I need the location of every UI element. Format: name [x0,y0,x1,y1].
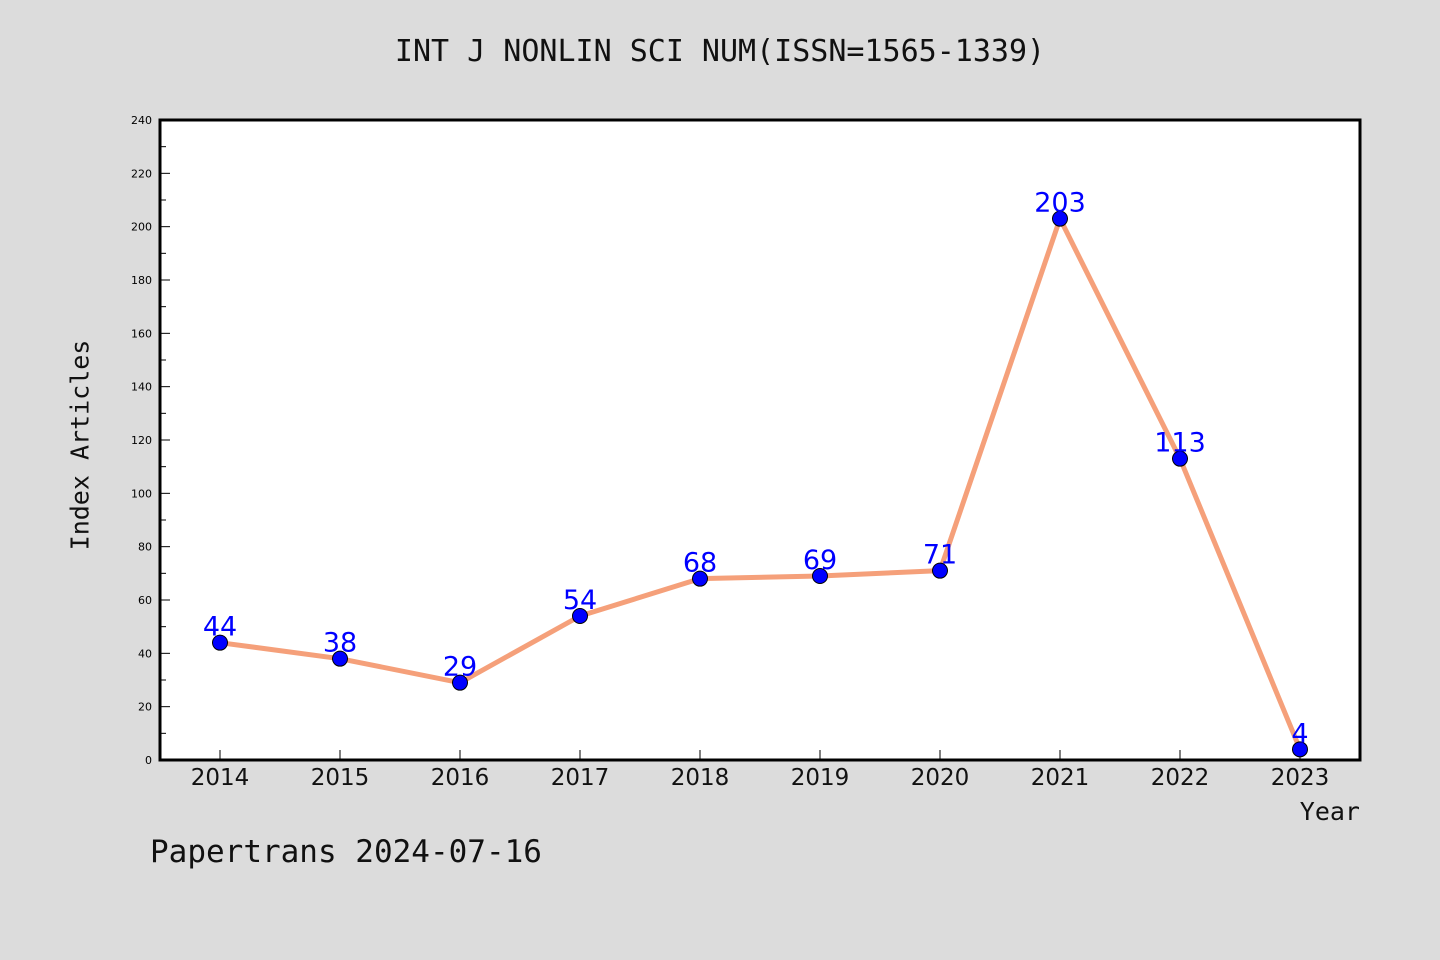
x-axis-label: Year [1299,797,1360,826]
data-point [572,608,588,624]
x-tick-label: 2023 [1271,765,1330,791]
data-point [932,562,948,579]
y-tick-label: 100 [131,487,152,500]
y-tick-label: 80 [138,541,152,554]
x-tick-label: 2018 [671,765,730,791]
x-tick-label: 2021 [1031,765,1090,791]
data-label: 203 [1034,188,1086,219]
data-point [332,650,348,667]
data-point [812,568,828,584]
x-tick-label: 2015 [311,765,370,791]
y-tick-label: 0 [145,754,152,767]
y-tick-label: 40 [138,647,152,660]
y-tick-label: 220 [131,167,152,180]
y-tick-label: 140 [131,381,152,394]
y-tick-label: 60 [138,594,152,607]
plot-area [158,118,1362,762]
x-tick-label: 2020 [911,765,970,791]
data-point [1052,210,1068,227]
data-point [212,634,228,651]
data-point [1172,450,1188,467]
data-label: 69 [803,545,837,576]
data-label: 54 [563,585,597,616]
data-label: 29 [443,652,477,683]
data-point [1292,741,1308,758]
y-tick-label: 180 [131,274,152,287]
data-point [692,570,708,587]
data-point [452,674,468,691]
data-label: 4 [1291,718,1308,749]
y-tick-label: 200 [131,221,152,234]
x-tick-label: 2019 [791,765,850,791]
y-tick-label: 120 [131,434,152,447]
x-tick-label: 2022 [1151,765,1210,791]
data-label: 113 [1154,428,1206,459]
footer-note: Papertrans 2024-07-16 [150,834,542,870]
series-line [219,216,1303,751]
data-label: 38 [323,628,357,659]
data-label: 71 [923,540,957,571]
data-label: 68 [683,548,717,579]
y-tick-label: 160 [131,327,152,340]
y-tick-label: 240 [131,114,152,127]
data-label: 44 [203,612,237,643]
y-tick-label: 20 [138,701,152,714]
x-tick-label: 2014 [191,765,250,791]
x-tick-label: 2016 [431,765,490,791]
x-tick-label: 2017 [551,765,610,791]
chart-title: INT J NONLIN SCI NUM(ISSN=1565-1339) [394,34,1046,69]
